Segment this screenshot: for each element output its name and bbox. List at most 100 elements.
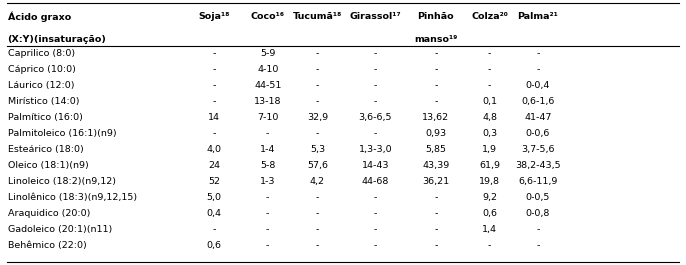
Text: 9,2: 9,2 xyxy=(482,193,497,202)
Text: 44-68: 44-68 xyxy=(362,177,389,186)
Text: 3,6-6,5: 3,6-6,5 xyxy=(359,113,392,122)
Text: -: - xyxy=(316,97,319,106)
Text: Linoleico (18:2)(n9,12): Linoleico (18:2)(n9,12) xyxy=(8,177,115,186)
Text: Colza²⁰: Colza²⁰ xyxy=(471,12,508,21)
Text: -: - xyxy=(488,81,491,90)
Text: 19,8: 19,8 xyxy=(479,177,500,186)
Text: 43,39: 43,39 xyxy=(422,161,449,170)
Text: -: - xyxy=(434,209,438,218)
Text: 4,0: 4,0 xyxy=(206,145,222,154)
Text: 14: 14 xyxy=(208,113,220,122)
Text: Girassol¹⁷: Girassol¹⁷ xyxy=(349,12,401,21)
Text: -: - xyxy=(316,209,319,218)
Text: 0-0,5: 0-0,5 xyxy=(525,193,550,202)
Text: 5,3: 5,3 xyxy=(310,145,325,154)
Text: -: - xyxy=(316,241,319,250)
Text: Linolênico (18:3)(n9,12,15): Linolênico (18:3)(n9,12,15) xyxy=(8,193,137,202)
Text: 36,21: 36,21 xyxy=(422,177,449,186)
Text: (X:Y)(insaturação): (X:Y)(insaturação) xyxy=(8,35,106,44)
Text: -: - xyxy=(434,97,438,106)
Text: 0,93: 0,93 xyxy=(425,129,447,138)
Text: manso¹⁹: manso¹⁹ xyxy=(414,35,458,44)
Text: 14-43: 14-43 xyxy=(362,161,389,170)
Text: -: - xyxy=(374,65,377,74)
Text: 41-47: 41-47 xyxy=(524,113,552,122)
Text: Behêmico (22:0): Behêmico (22:0) xyxy=(8,241,86,250)
Text: -: - xyxy=(434,65,438,74)
Text: 4,2: 4,2 xyxy=(310,177,325,186)
Text: 57,6: 57,6 xyxy=(307,161,328,170)
Text: 0,1: 0,1 xyxy=(482,97,497,106)
Text: -: - xyxy=(266,209,270,218)
Text: 0,3: 0,3 xyxy=(482,129,497,138)
Text: 0,4: 0,4 xyxy=(206,209,222,218)
Text: Palma²¹: Palma²¹ xyxy=(517,12,558,21)
Text: 5-8: 5-8 xyxy=(260,161,275,170)
Text: -: - xyxy=(536,65,540,74)
Text: -: - xyxy=(536,225,540,234)
Text: 38,2-43,5: 38,2-43,5 xyxy=(515,161,560,170)
Text: Gadoleico (20:1)(n11): Gadoleico (20:1)(n11) xyxy=(8,225,112,234)
Text: -: - xyxy=(212,65,215,74)
Text: Caprilico (8:0): Caprilico (8:0) xyxy=(8,49,75,58)
Text: Coco¹⁶: Coco¹⁶ xyxy=(250,12,285,21)
Text: -: - xyxy=(266,129,270,138)
Text: Esteárico (18:0): Esteárico (18:0) xyxy=(8,145,83,154)
Text: 0-0,6: 0-0,6 xyxy=(525,129,550,138)
Text: Soja¹⁸: Soja¹⁸ xyxy=(198,12,230,21)
Text: 4,8: 4,8 xyxy=(482,113,497,122)
Text: -: - xyxy=(316,81,319,90)
Text: -: - xyxy=(212,49,215,58)
Text: -: - xyxy=(316,225,319,234)
Text: 4-10: 4-10 xyxy=(257,65,279,74)
Text: -: - xyxy=(212,81,215,90)
Text: -: - xyxy=(212,129,215,138)
Text: -: - xyxy=(488,241,491,250)
Text: -: - xyxy=(266,193,270,202)
Text: 13-18: 13-18 xyxy=(254,97,281,106)
Text: 5-9: 5-9 xyxy=(260,49,275,58)
Text: 61,9: 61,9 xyxy=(479,161,500,170)
Text: 52: 52 xyxy=(208,177,220,186)
Text: -: - xyxy=(374,129,377,138)
Text: -: - xyxy=(212,97,215,106)
Text: 7-10: 7-10 xyxy=(257,113,279,122)
Text: -: - xyxy=(536,241,540,250)
Text: 0-0,8: 0-0,8 xyxy=(525,209,550,218)
Text: 5,0: 5,0 xyxy=(206,193,222,202)
Text: -: - xyxy=(316,65,319,74)
Text: -: - xyxy=(434,225,438,234)
Text: -: - xyxy=(374,209,377,218)
Text: -: - xyxy=(374,81,377,90)
Text: 24: 24 xyxy=(208,161,220,170)
Text: -: - xyxy=(488,65,491,74)
Text: -: - xyxy=(316,129,319,138)
Text: -: - xyxy=(434,49,438,58)
Text: 1,4: 1,4 xyxy=(482,225,497,234)
Text: -: - xyxy=(266,225,270,234)
Text: -: - xyxy=(266,241,270,250)
Text: -: - xyxy=(536,49,540,58)
Text: Cáprico (10:0): Cáprico (10:0) xyxy=(8,65,75,74)
Text: 0-0,4: 0-0,4 xyxy=(525,81,550,90)
Text: 32,9: 32,9 xyxy=(307,113,328,122)
Text: 5,85: 5,85 xyxy=(425,145,447,154)
Text: 13,62: 13,62 xyxy=(422,113,449,122)
Text: -: - xyxy=(316,193,319,202)
Text: 0,6-1,6: 0,6-1,6 xyxy=(521,97,555,106)
Text: Palmítico (16:0): Palmítico (16:0) xyxy=(8,113,82,122)
Text: -: - xyxy=(488,49,491,58)
Text: -: - xyxy=(434,241,438,250)
Text: 1-3: 1-3 xyxy=(260,177,276,186)
Text: -: - xyxy=(212,225,215,234)
Text: -: - xyxy=(434,193,438,202)
Text: -: - xyxy=(374,49,377,58)
Text: Láurico (12:0): Láurico (12:0) xyxy=(8,81,74,90)
Text: 3,7-5,6: 3,7-5,6 xyxy=(521,145,555,154)
Text: -: - xyxy=(374,97,377,106)
Text: Pinhão: Pinhão xyxy=(418,12,454,21)
Text: Mirístico (14:0): Mirístico (14:0) xyxy=(8,97,79,106)
Text: 6,6-11,9: 6,6-11,9 xyxy=(519,177,558,186)
Text: 1-4: 1-4 xyxy=(260,145,275,154)
Text: Ácido graxo: Ácido graxo xyxy=(8,12,71,22)
